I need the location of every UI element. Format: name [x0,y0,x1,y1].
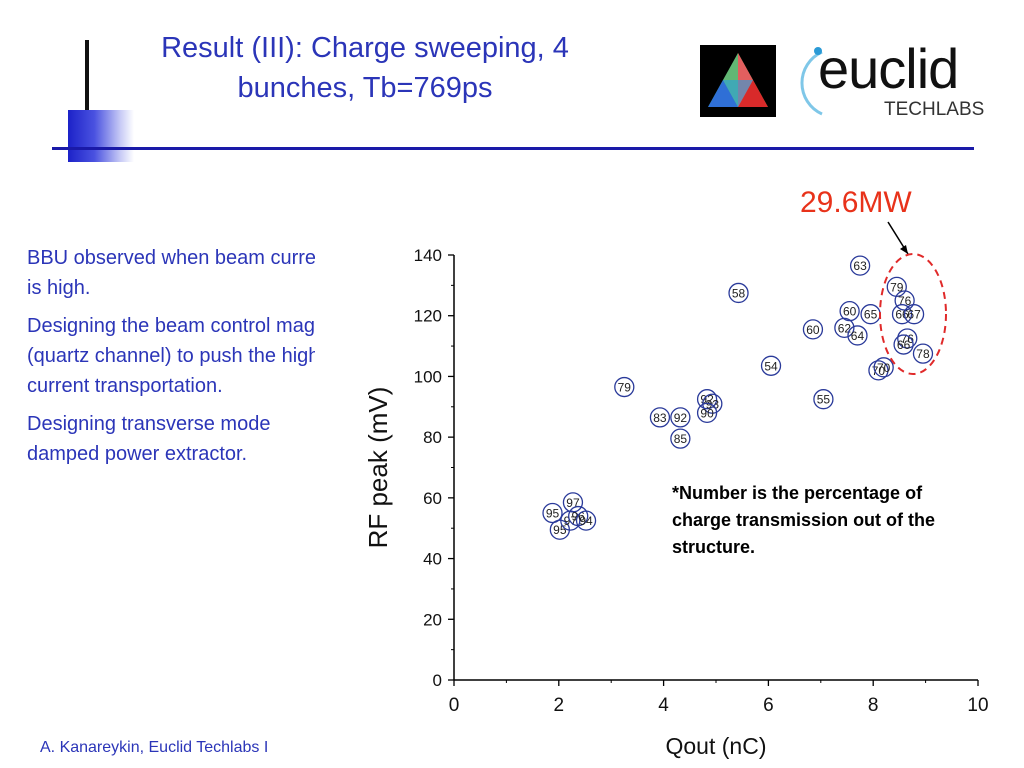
bullet-item-1: BBU observed when beam current is high. [27,247,333,299]
slide-title-line1: Result (III): Charge sweeping, 4 [161,32,569,64]
slide-title-line2: bunches, Tb=769ps [237,72,493,104]
slide-title: Result (III): Charge sweeping, 4 bunches… [110,28,620,108]
data-point-label: 66 [897,338,911,352]
y-tick-label: 60 [423,489,442,508]
data-point-label: 63 [853,259,867,273]
chart-note: *Number is the percentage of charge tran… [672,483,936,557]
data-point [614,376,635,398]
y-tick-label: 140 [414,246,442,265]
footer-text: A. Kanareykin, Euclid Techlabs I [40,739,269,756]
argonne-logo-icon [700,45,776,117]
x-tick-label: 6 [763,695,774,716]
data-point-label: 54 [764,359,778,373]
x-tick-label: 2 [554,695,565,716]
data-point-label: 70 [877,361,891,375]
decor-vertical-bar [85,40,89,162]
data-point-label: 85 [674,432,688,446]
data-point [894,290,915,311]
data-point [575,510,597,531]
data-point [670,428,691,449]
data-point [696,389,718,410]
data-point-label: 90 [700,406,714,420]
x-tick-label: 0 [449,695,460,716]
data-point [868,360,889,381]
data-point [847,325,868,346]
y-axis-label: RF peak (mV) [363,387,393,549]
data-point-label: 65 [864,308,878,322]
highlight-ellipse [879,253,947,375]
data-point-label: 60 [806,323,820,337]
data-point-label: 60 [843,305,857,319]
data-point [891,304,913,325]
data-point-label: 58 [732,286,746,300]
power-annotation: 29.6MW [800,186,912,219]
data-point-label: 67 [907,308,921,322]
data-point-label: 79 [618,381,632,395]
data-point [760,355,782,376]
euclid-logo-text: euclid [818,37,959,100]
data-point-label: 62 [838,321,852,335]
x-tick-label: 4 [658,695,669,716]
decor-blue-block [68,110,134,162]
data-point [912,343,934,364]
data-point-label: 64 [851,329,865,343]
data-point [649,407,671,428]
data-point-label: 78 [916,347,930,361]
y-tick-label: 0 [433,671,442,690]
data-point-label: 94 [579,514,593,528]
data-point [542,502,563,524]
bullet-item-2: Designing the beam control magnet (quart… [27,315,343,397]
data-point [903,304,925,325]
y-tick-label: 120 [414,307,442,326]
annotation-arrowhead-icon [900,245,908,254]
data-point [813,389,834,410]
x-axis-label: Qout (nC) [666,733,767,759]
data-point-label: 83 [653,411,667,425]
data-point [873,357,894,378]
data-point-label: 93 [706,397,720,411]
data-point [839,301,860,322]
y-tick-label: 100 [414,367,442,386]
y-tick-label: 40 [423,550,442,569]
x-tick-label: 10 [967,695,988,716]
euclid-logo-subtext: TECHLABS [884,99,985,120]
data-point-label: 96 [572,510,586,524]
data-point [728,282,749,304]
data-point [893,334,914,355]
y-tick-label: 20 [423,610,442,629]
euclid-logo: euclid TECHLABS [800,37,1000,122]
header-rule [52,147,974,150]
bullet-item-3: Designing transverse mode damped power e… [27,413,271,465]
data-point-label: 79 [890,280,904,294]
data-point [802,319,824,340]
x-tick-label: 8 [868,695,879,716]
data-point-label: 92 [674,411,688,425]
data-point-label: 95 [546,507,560,521]
data-point-label: 92 [700,393,714,407]
scatter-chart: 0 20 40 60 80 100 120 140 0 2 4 6 8 10 Qout (nC) RF pea… [315,238,1005,768]
y-tick-label: 80 [423,428,442,447]
data-point [897,328,918,349]
data-point [670,407,691,428]
data-point [849,255,871,276]
data-point-label: 55 [817,393,831,407]
data-point [696,402,718,424]
data-point-label: 70 [872,364,886,378]
bullet-list: BBU observed when beam current is high. … [27,243,347,477]
